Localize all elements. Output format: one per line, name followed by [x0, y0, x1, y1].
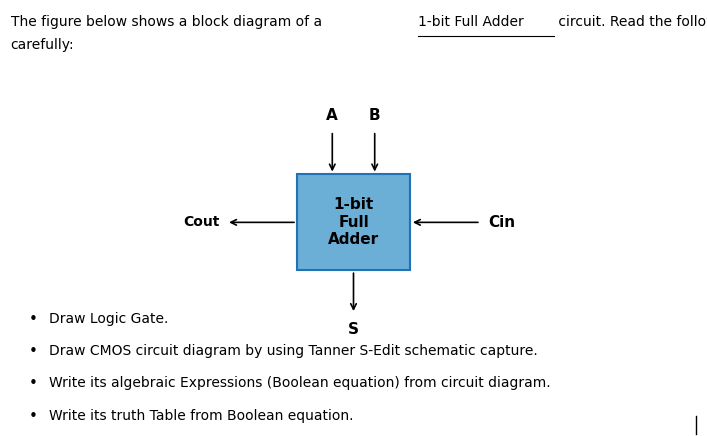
Text: The figure below shows a block diagram of a: The figure below shows a block diagram o…: [11, 15, 326, 29]
Text: •: •: [28, 409, 37, 423]
Text: •: •: [28, 376, 37, 391]
Text: Cout: Cout: [183, 215, 219, 229]
Text: S: S: [348, 322, 359, 337]
Text: carefully:: carefully:: [11, 38, 74, 52]
Text: •: •: [28, 344, 37, 359]
Bar: [297, 174, 410, 270]
Text: Cin: Cin: [488, 215, 515, 230]
Text: A: A: [327, 108, 338, 123]
Text: circuit. Read the following instructions: circuit. Read the following instructions: [554, 15, 707, 29]
Text: Write its algebraic Expressions (Boolean equation) from circuit diagram.: Write its algebraic Expressions (Boolean…: [49, 376, 551, 390]
Text: 1-bit
Full
Adder: 1-bit Full Adder: [328, 198, 379, 247]
Text: Write its truth Table from Boolean equation.: Write its truth Table from Boolean equat…: [49, 409, 354, 422]
Text: B: B: [369, 108, 380, 123]
Text: •: •: [28, 312, 37, 327]
Text: Draw CMOS circuit diagram by using Tanner S-Edit schematic capture.: Draw CMOS circuit diagram by using Tanne…: [49, 344, 538, 358]
Text: Draw Logic Gate.: Draw Logic Gate.: [49, 312, 169, 326]
Text: 1-bit Full Adder: 1-bit Full Adder: [418, 15, 523, 29]
